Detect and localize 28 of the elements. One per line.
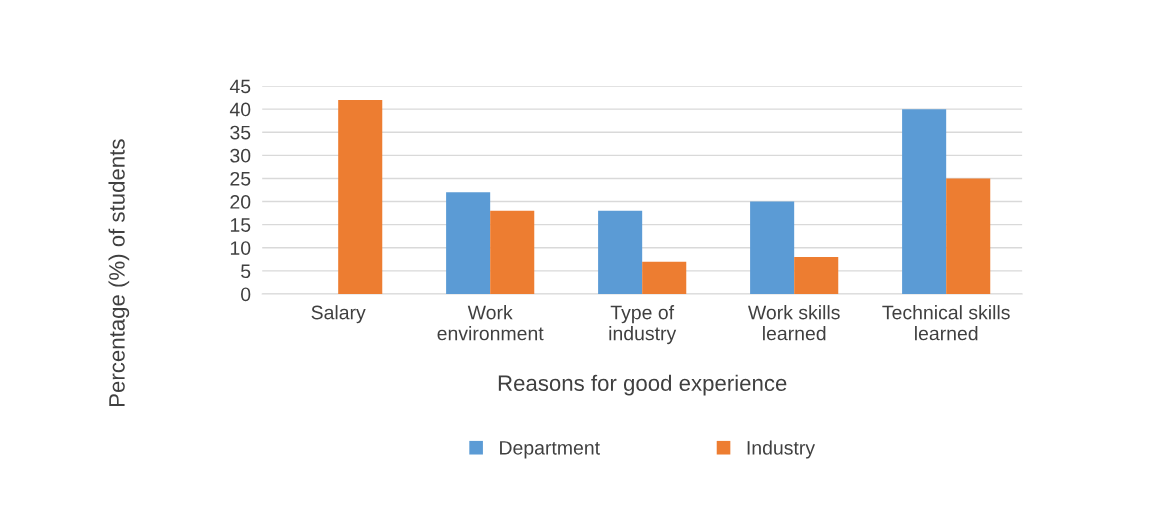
y-tick-label: 30 (230, 148, 251, 163)
x-axis-title: Reasons for good experience (498, 374, 787, 396)
bar (946, 178, 991, 294)
bar (446, 192, 491, 294)
bar (598, 210, 643, 294)
bar (794, 257, 839, 294)
bar (642, 261, 687, 294)
y-tick-label: 5 (241, 264, 251, 279)
y-axis-title: Percentage (%) of students (108, 139, 130, 406)
y-tick-label: 40 (229, 102, 251, 117)
y-tick-label: 10 (230, 241, 251, 256)
x-tick-label: Salary (311, 305, 366, 324)
bar (338, 99, 383, 294)
legend-label: Industry (747, 440, 816, 459)
x-tick-label: Work skills learned (747, 305, 840, 341)
x-tick-label: Work environment (437, 305, 544, 341)
y-tick-label: 35 (230, 125, 251, 140)
y-tick-label: 15 (230, 218, 251, 232)
bar (490, 210, 535, 294)
bar (902, 109, 947, 294)
x-tick-label: Type of industry (609, 305, 677, 345)
x-tick-label: Technical skills learned (882, 305, 1010, 341)
y-tick-label: 0 (241, 287, 251, 302)
y-tick-label: 20 (230, 195, 251, 209)
y-tick-label: 45 (229, 79, 251, 94)
bar (750, 201, 795, 294)
legend-label: Department (500, 441, 600, 459)
y-tick-label: 25 (230, 171, 251, 186)
